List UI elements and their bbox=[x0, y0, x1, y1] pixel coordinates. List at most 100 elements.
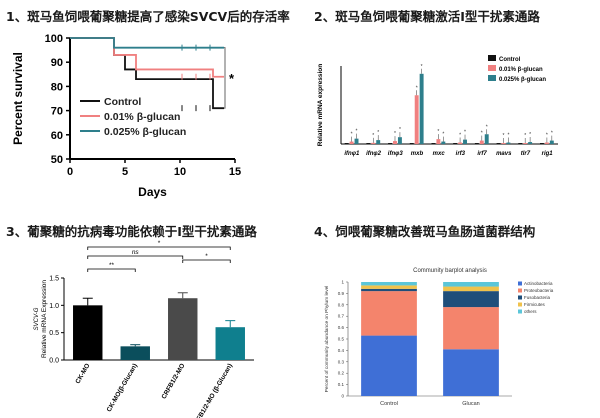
y-tick-label: 60 bbox=[51, 130, 63, 142]
legend-swatch-3 bbox=[518, 302, 522, 307]
sig-mark: * bbox=[507, 133, 509, 139]
significance-bracket bbox=[87, 246, 231, 250]
bar-irf3-2 bbox=[463, 139, 467, 144]
y-tick-label: 70 bbox=[51, 106, 63, 118]
legend-label-3: Firmicutes bbox=[524, 302, 546, 307]
y-tick-label: 0.7 bbox=[338, 314, 345, 319]
stack-Control-2 bbox=[361, 288, 417, 292]
category-label: irf3 bbox=[456, 151, 466, 157]
y-axis-label: Relative mRNA expression bbox=[317, 64, 324, 147]
bar-rig1-1 bbox=[544, 142, 549, 144]
bar-irf3-1 bbox=[458, 142, 463, 144]
stack-Glucan-4 bbox=[443, 282, 499, 287]
category-label: mxb bbox=[411, 151, 424, 157]
category-label: irf7 bbox=[477, 151, 487, 157]
y-tick-label: 0.5 bbox=[49, 330, 59, 337]
bar-ifnφ1-2 bbox=[354, 138, 359, 144]
bar-mxc-2 bbox=[441, 141, 446, 144]
significance-bracket bbox=[87, 268, 136, 272]
category-label: mavs bbox=[496, 151, 512, 157]
significance-bracket bbox=[87, 255, 184, 259]
sig-mark: * bbox=[399, 127, 401, 133]
sig-mark: * bbox=[394, 131, 396, 137]
category-label: rig1 bbox=[542, 151, 554, 157]
significance-label: * bbox=[158, 240, 161, 247]
category-label: CK-MO bbox=[74, 363, 91, 386]
legend-label-0: Actinobacteria bbox=[524, 281, 553, 286]
stack-Control-0 bbox=[361, 335, 417, 396]
sig-mark: * bbox=[442, 132, 444, 138]
category-label: CRFB1/2-MO bbox=[161, 363, 187, 401]
stack-Control-1 bbox=[361, 291, 417, 336]
y-tick-label: 90 bbox=[51, 57, 63, 69]
category-label: CK-MO(β-Glucan) bbox=[106, 363, 139, 414]
sig-mark: * bbox=[416, 85, 418, 91]
category-label: mxc bbox=[433, 151, 446, 157]
y-tick-label: 0.4 bbox=[338, 348, 345, 353]
bar-irf3-0 bbox=[453, 143, 458, 144]
bar-mxb-0 bbox=[409, 143, 414, 144]
legend-label-1: 0.01% β-glucan bbox=[104, 111, 180, 123]
bar-ifnφ3-1 bbox=[393, 141, 397, 144]
sig-mark: * bbox=[437, 129, 439, 135]
legend-swatch-4 bbox=[518, 309, 522, 314]
bar-irf7-0 bbox=[474, 143, 479, 144]
category-label: ifnφ1 bbox=[344, 151, 360, 157]
legend-label-2: Fusobacteria bbox=[524, 295, 551, 300]
legend-swatch-0 bbox=[518, 281, 522, 286]
sig-mark: * bbox=[356, 129, 358, 135]
survival-chart: 50 60 70 80 90 100 0 5 10 15 Percent survival Days *… bbox=[11, 33, 241, 199]
significance-label: * bbox=[205, 253, 208, 260]
y-tick-label: 0 bbox=[341, 394, 344, 399]
category-label: ifnφ2 bbox=[366, 151, 382, 157]
y-axis-label: Percent of community abundance on Phylum… bbox=[324, 286, 330, 393]
bar-mxc-0 bbox=[431, 143, 436, 144]
legend-label-0: Control bbox=[499, 57, 521, 63]
category-label: tlr7 bbox=[521, 151, 531, 157]
legend-label-2: 0.025% β-glucan bbox=[104, 126, 186, 138]
bar-irf7-1 bbox=[479, 140, 484, 144]
sig-mark: * bbox=[551, 131, 553, 137]
legend-label-4: others bbox=[524, 309, 537, 314]
bar-0 bbox=[73, 305, 103, 360]
y-tick-label: 1 bbox=[341, 280, 344, 285]
x-tick-label: 5 bbox=[122, 166, 128, 178]
bar-ifnφ1-0 bbox=[344, 143, 349, 144]
significance-label: ns bbox=[132, 249, 140, 256]
bar-tlr7-0 bbox=[518, 143, 523, 144]
legend-swatch-0 bbox=[488, 55, 496, 61]
stack-Control-3 bbox=[361, 285, 417, 289]
y-tick-label: 0.8 bbox=[338, 302, 345, 307]
significance-label: ** bbox=[109, 262, 115, 269]
legend-label-2: 0.025% β-glucan bbox=[499, 77, 546, 83]
sig-mark: * bbox=[503, 133, 505, 139]
bar-ifnφ2-0 bbox=[366, 143, 371, 144]
stack-Glucan-2 bbox=[443, 291, 499, 308]
y-tick-label: 0.0 bbox=[49, 358, 59, 365]
category-label: CRFB1/2-MO (β-Glucan) bbox=[191, 363, 234, 418]
sig-mark: * bbox=[351, 132, 353, 138]
bar-ifnφ3-2 bbox=[397, 137, 402, 144]
y-tick-label: 0.6 bbox=[338, 325, 345, 330]
bar-tlr7-2 bbox=[528, 142, 533, 144]
legend-label-0: Control bbox=[104, 96, 141, 108]
legend-label-1: 0.01% β-glucan bbox=[499, 67, 543, 73]
bar-irf7-2 bbox=[484, 134, 489, 144]
bar-ifnφ2-2 bbox=[376, 140, 381, 144]
survival-line-2 bbox=[70, 37, 224, 49]
bar-mavs-1 bbox=[501, 143, 506, 144]
y-tick-label: 0.1 bbox=[338, 382, 345, 387]
sig-mark: * bbox=[372, 133, 374, 139]
y-tick-label: 0.5 bbox=[338, 337, 345, 342]
panel2-title: 2、斑马鱼饲喂葡聚糖激活I型干扰素通路 bbox=[314, 9, 540, 24]
stack-Control-4 bbox=[361, 282, 417, 286]
y-axis-label: Percent survival bbox=[11, 52, 25, 145]
y-tick-label: 1.5 bbox=[49, 276, 59, 283]
panel1-title: 1、斑马鱼饲喂葡聚糖提高了感染SVCV后的存活率 bbox=[6, 9, 290, 24]
ifn-expression-chart: Relative mRNA expression * *ifnφ1* *ifnφ2**… bbox=[317, 55, 558, 157]
category-label: Glucan bbox=[462, 401, 479, 407]
legend-swatch-1 bbox=[518, 288, 522, 293]
stack-Glucan-0 bbox=[443, 349, 499, 396]
bar-ifnφ1-1 bbox=[349, 141, 354, 144]
bar-mxb-2 bbox=[419, 73, 424, 144]
